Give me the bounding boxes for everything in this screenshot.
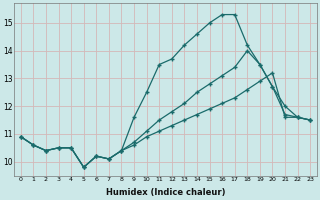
X-axis label: Humidex (Indice chaleur): Humidex (Indice chaleur): [106, 188, 225, 197]
